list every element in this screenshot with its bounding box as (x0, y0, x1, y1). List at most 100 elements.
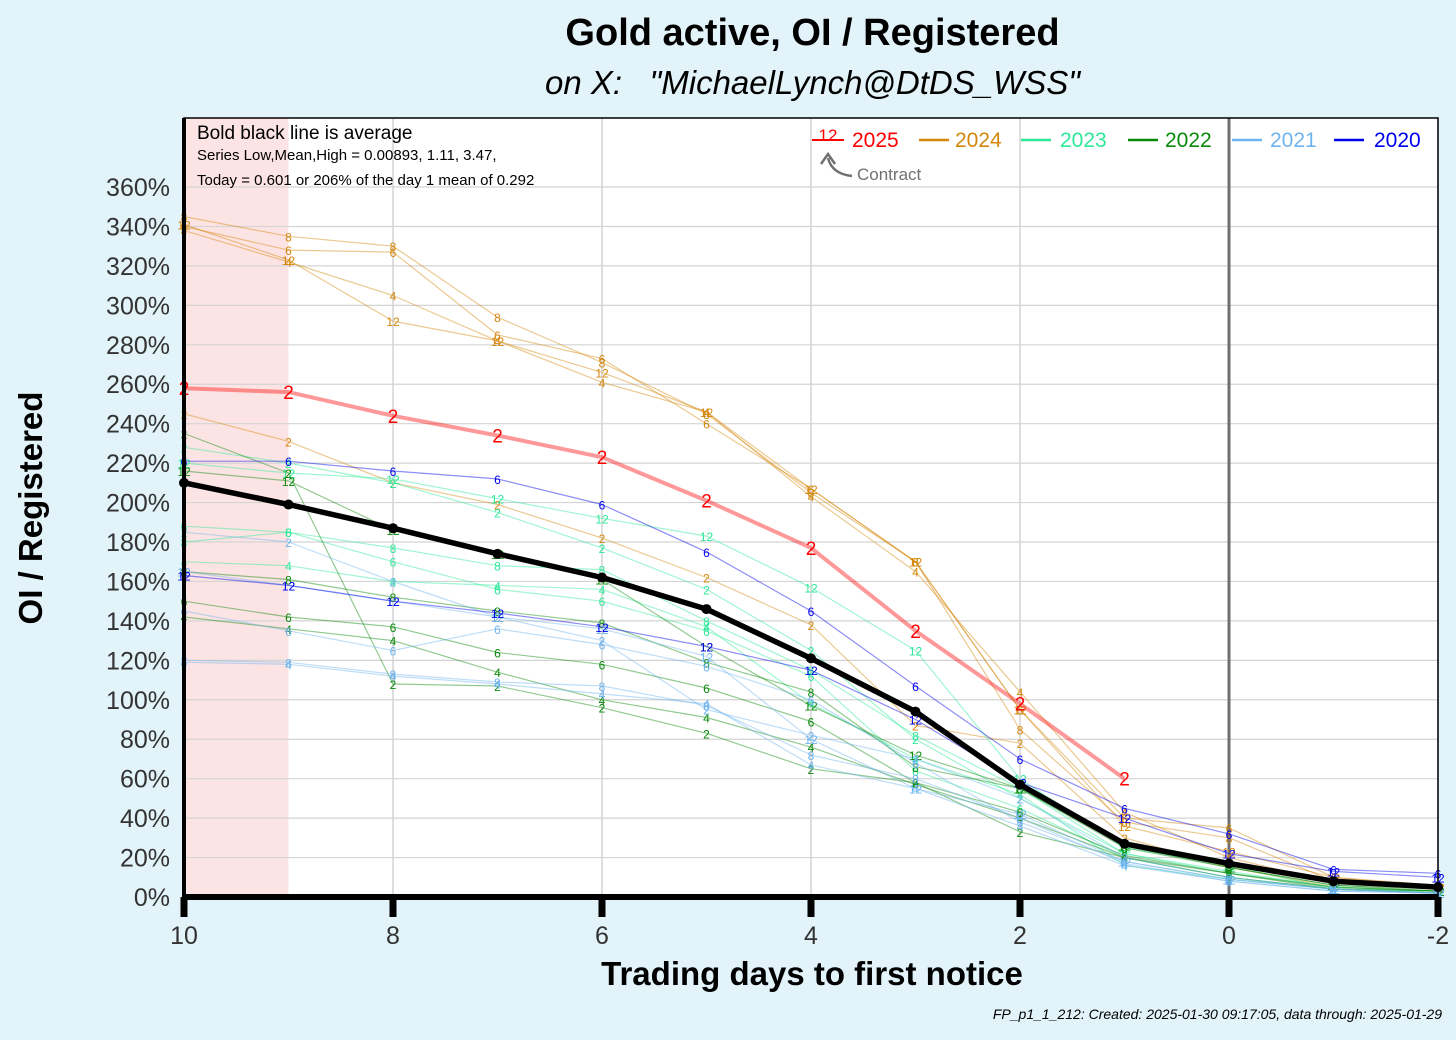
point-label-2020-12: 12 (700, 641, 714, 655)
point-label-2022-6: 6 (1121, 850, 1128, 864)
point-label-2023-2: 2 (703, 583, 710, 597)
point-label-2024-2: 2 (808, 619, 815, 633)
contract-sample-label: 12 (819, 126, 838, 145)
point-label-2023-4: 4 (808, 698, 815, 712)
point-label-2023-4: 4 (1330, 883, 1337, 897)
point-label-2024-2: 2 (1330, 881, 1337, 895)
point-label-2022-2: 2 (1017, 826, 1024, 840)
point-label-2024-2: 2 (1017, 737, 1024, 751)
x-tick-label: 10 (170, 922, 198, 950)
point-label-2021-2: 2 (912, 753, 919, 767)
x-tick-label: 0 (1222, 922, 1236, 950)
point-label-2020-6: 6 (599, 499, 606, 513)
point-label-2024-8: 8 (494, 311, 501, 325)
contract-annotation: 12 Contract (812, 126, 922, 184)
y-tick-label: 180% (106, 529, 170, 557)
point-label-2022-8: 8 (912, 761, 919, 775)
point-label-2023-4: 4 (390, 575, 397, 589)
point-label-2022-12: 12 (282, 475, 296, 489)
y-tick-label: 100% (106, 687, 170, 715)
y-ticks: 0% 20% 40% 60% 80% 100% 120% 140% 160% 180% 200% 22… (106, 174, 170, 912)
point-label-2025-2: 2 (283, 383, 294, 404)
point-label-2024-12: 12 (282, 254, 296, 268)
point-label-2021-4: 4 (285, 658, 292, 672)
point-label-2023-2: 2 (1121, 848, 1128, 862)
point-label-2022-2: 2 (390, 678, 397, 692)
point-label-2020-6: 6 (808, 605, 815, 619)
point-label-2022-6: 6 (1226, 867, 1233, 881)
point-label-2022-8: 8 (808, 686, 815, 700)
point-label-2024-6: 6 (494, 329, 501, 343)
point-label-2021-6: 6 (1017, 816, 1024, 830)
point-label-2023-6: 6 (912, 765, 919, 779)
x-tick-label: 6 (595, 922, 609, 950)
point-label-2021-6: 6 (1121, 856, 1128, 870)
point-label-2021-6: 6 (390, 644, 397, 658)
point-label-2024-8: 8 (912, 556, 919, 570)
point-label-2023-2: 2 (808, 644, 815, 658)
average-point (1224, 858, 1234, 869)
point-label-2022-4: 4 (599, 694, 606, 708)
point-label-2023-6: 6 (703, 625, 710, 639)
point-label-2022-2: 2 (703, 727, 710, 741)
point-label-2024-6: 6 (1017, 704, 1024, 718)
series-line-2020-12 (183, 574, 1439, 878)
point-label-2023-12: 12 (282, 467, 296, 481)
point-label-2021-2: 2 (703, 704, 710, 718)
point-label-2021-4: 4 (599, 688, 606, 702)
x-tick-label: 4 (804, 922, 818, 950)
point-label-2021-2: 2 (285, 536, 292, 550)
point-label-2024-12: 12 (909, 556, 923, 570)
point-label-2025-2: 2 (910, 622, 921, 643)
point-label-2021-4: 4 (808, 759, 815, 773)
point-label-2022-6: 6 (703, 682, 710, 696)
point-label-2024-4: 4 (808, 491, 815, 505)
point-label-2021-8: 8 (494, 676, 501, 690)
point-label-2021-2: 2 (599, 635, 606, 649)
point-label-2025-2: 2 (701, 492, 712, 513)
y-tick-label: 160% (106, 568, 170, 596)
point-label-2021-2: 2 (1121, 852, 1128, 866)
series-line-2021-8 (183, 659, 1439, 894)
point-label-2023-4: 4 (912, 753, 919, 767)
point-label-2023-6: 6 (390, 556, 397, 570)
point-label-2020-12: 12 (1222, 848, 1236, 862)
point-label-2022-2: 2 (1121, 852, 1128, 866)
average-point (1015, 779, 1025, 790)
point-label-2020-12: 12 (282, 579, 296, 593)
legend-label-2023: 2023 (1060, 129, 1107, 152)
point-label-2020-6: 6 (1330, 863, 1337, 877)
point-label-2021-12: 12 (1327, 883, 1341, 897)
point-label-2024-4: 4 (285, 256, 292, 270)
point-label-2023-2: 2 (1226, 865, 1233, 879)
point-label-2021-12: 12 (282, 579, 296, 593)
legend: 2025 2024 2023 2022 2021 2020 (852, 129, 1421, 152)
point-label-2021-8: 8 (1121, 857, 1128, 871)
point-label-2024-2: 2 (494, 499, 501, 513)
point-label-2021-2: 2 (1330, 883, 1337, 897)
point-label-2021-12: 12 (491, 611, 505, 625)
y-tick-label: 320% (106, 253, 170, 281)
y-tick-label: 20% (120, 845, 170, 873)
point-label-2023-6: 6 (494, 583, 501, 597)
note-today: Today = 0.601 or 206% of the day 1 mean … (197, 172, 534, 189)
point-label-2022-12: 12 (700, 641, 714, 655)
point-label-2024-4: 4 (494, 335, 501, 349)
series-line-2024-6 (183, 225, 1439, 886)
point-label-2021-6: 6 (912, 757, 919, 771)
average-point (388, 523, 398, 534)
point-label-2024-2: 2 (285, 435, 292, 449)
series-line-2024-4 (183, 229, 1439, 890)
point-label-2021-4: 4 (912, 783, 919, 797)
average-point (910, 706, 921, 717)
note-title: Bold black line is average (197, 123, 412, 144)
point-label-2020-6: 6 (1017, 753, 1024, 767)
point-label-2023-4: 4 (285, 560, 292, 574)
point-label-2025-2: 2 (492, 427, 503, 448)
point-label-2022-12: 12 (909, 749, 923, 763)
y-tick-label: 200% (106, 490, 170, 518)
point-label-2024-12: 12 (700, 406, 714, 420)
point-label-2023-4: 4 (1121, 859, 1128, 873)
point-label-2021-8: 8 (599, 680, 606, 694)
point-label-2022-6: 6 (285, 611, 292, 625)
